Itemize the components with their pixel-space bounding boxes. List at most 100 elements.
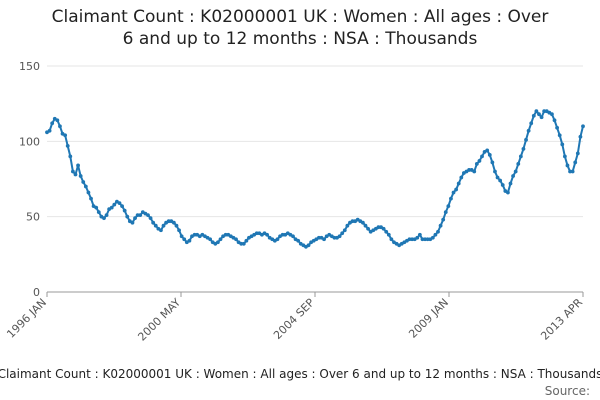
data-point-197 bbox=[555, 125, 560, 130]
data-point-182 bbox=[516, 162, 521, 166]
data-point-66 bbox=[216, 240, 220, 245]
data-point-30 bbox=[122, 208, 127, 213]
data-point-77 bbox=[244, 238, 249, 243]
data-point-28 bbox=[117, 201, 122, 206]
data-point-132 bbox=[386, 232, 391, 237]
data-point-131 bbox=[384, 229, 389, 234]
data-point-5 bbox=[58, 124, 62, 129]
data-point-8 bbox=[65, 143, 70, 148]
x-tick-label-3: 2009 JAN bbox=[406, 296, 451, 341]
data-point-2 bbox=[50, 121, 55, 126]
data-point-52 bbox=[179, 234, 184, 239]
data-point-10 bbox=[70, 169, 75, 174]
y-tick-label-1: 50 bbox=[26, 211, 40, 224]
data-point-130 bbox=[381, 226, 386, 231]
data-point-16 bbox=[86, 190, 91, 195]
data-point-20 bbox=[96, 210, 101, 215]
data-point-155 bbox=[446, 204, 451, 209]
data-point-187 bbox=[529, 121, 534, 126]
data-point-201 bbox=[565, 163, 570, 168]
data-point-171 bbox=[487, 152, 492, 157]
data-point-85 bbox=[265, 232, 269, 237]
data-point-181 bbox=[513, 169, 518, 174]
chart-title-line-1: Claimant Count : K02000001 UK : Women : … bbox=[52, 7, 549, 27]
data-point-172 bbox=[490, 160, 495, 165]
data-point-188 bbox=[531, 113, 536, 118]
data-point-199 bbox=[560, 142, 565, 147]
data-point-36 bbox=[138, 213, 143, 218]
data-point-143 bbox=[415, 235, 420, 240]
data-point-198 bbox=[557, 133, 562, 138]
data-point-204 bbox=[573, 160, 578, 165]
data-point-101 bbox=[306, 243, 311, 248]
data-point-42 bbox=[153, 223, 158, 228]
data-point-123 bbox=[363, 223, 368, 228]
data-point-53 bbox=[182, 237, 187, 242]
data-point-190 bbox=[537, 112, 541, 117]
data-point-173 bbox=[493, 169, 497, 174]
data-point-40 bbox=[148, 216, 153, 221]
data-point-39 bbox=[146, 213, 150, 218]
data-point-23 bbox=[104, 213, 109, 218]
data-point-11 bbox=[73, 172, 78, 177]
data-point-34 bbox=[133, 216, 137, 221]
data-point-17 bbox=[89, 196, 93, 201]
data-point-154 bbox=[443, 210, 448, 215]
data-point-157 bbox=[451, 190, 456, 195]
data-point-160 bbox=[459, 175, 464, 180]
data-point-156 bbox=[449, 196, 453, 201]
data-point-158 bbox=[454, 187, 459, 192]
data-point-49 bbox=[171, 220, 176, 225]
data-point-31 bbox=[125, 214, 130, 219]
data-point-89 bbox=[275, 237, 280, 242]
data-point-178 bbox=[506, 190, 510, 195]
data-point-167 bbox=[477, 159, 482, 163]
legend-label: Claimant Count : K02000001 UK : Women : … bbox=[0, 367, 600, 381]
data-point-149 bbox=[430, 235, 435, 240]
data-point-196 bbox=[552, 118, 557, 123]
data-point-44 bbox=[159, 228, 163, 233]
data-point-97 bbox=[296, 238, 301, 243]
data-point-206 bbox=[578, 134, 583, 139]
data-point-191 bbox=[539, 115, 544, 120]
series-line-0 bbox=[46, 110, 584, 248]
data-point-124 bbox=[366, 226, 370, 231]
data-point-45 bbox=[161, 223, 166, 228]
data-point-170 bbox=[485, 148, 490, 153]
data-point-7 bbox=[63, 133, 68, 138]
data-point-165 bbox=[472, 169, 477, 174]
data-point-168 bbox=[480, 154, 484, 159]
data-point-14 bbox=[81, 180, 86, 184]
data-point-205 bbox=[575, 151, 580, 156]
data-point-174 bbox=[495, 175, 500, 180]
data-point-189 bbox=[534, 109, 539, 114]
data-point-26 bbox=[112, 202, 117, 207]
x-tick-label-4: 2013 APR bbox=[538, 296, 585, 343]
data-point-122 bbox=[361, 220, 365, 225]
data-point-25 bbox=[109, 205, 114, 210]
data-point-207 bbox=[581, 124, 585, 129]
data-point-55 bbox=[187, 238, 192, 243]
data-point-183 bbox=[518, 154, 523, 159]
data-point-114 bbox=[340, 231, 345, 236]
data-point-166 bbox=[474, 162, 479, 166]
source-label: Source: bbox=[545, 384, 590, 398]
data-point-29 bbox=[120, 204, 124, 209]
data-point-115 bbox=[342, 228, 347, 233]
data-point-151 bbox=[436, 229, 440, 234]
data-point-175 bbox=[498, 178, 503, 183]
data-point-67 bbox=[218, 237, 223, 242]
plot-area: 0 50 100 150 1996 JAN 2000 MAY 2004 SEP 2009 JA… bbox=[4, 60, 585, 344]
data-point-13 bbox=[78, 174, 83, 178]
data-point-200 bbox=[562, 154, 567, 159]
y-tick-label-0: 0 bbox=[33, 286, 40, 299]
data-point-152 bbox=[438, 223, 443, 228]
data-point-12 bbox=[76, 163, 80, 168]
chart-title-line-2: 6 and up to 12 months : NSA : Thousands bbox=[123, 29, 478, 49]
data-point-50 bbox=[174, 223, 179, 228]
data-point-41 bbox=[151, 220, 156, 225]
data-point-176 bbox=[500, 183, 505, 187]
data-point-179 bbox=[508, 181, 513, 186]
x-tick-label-1: 2000 MAY bbox=[135, 296, 183, 344]
